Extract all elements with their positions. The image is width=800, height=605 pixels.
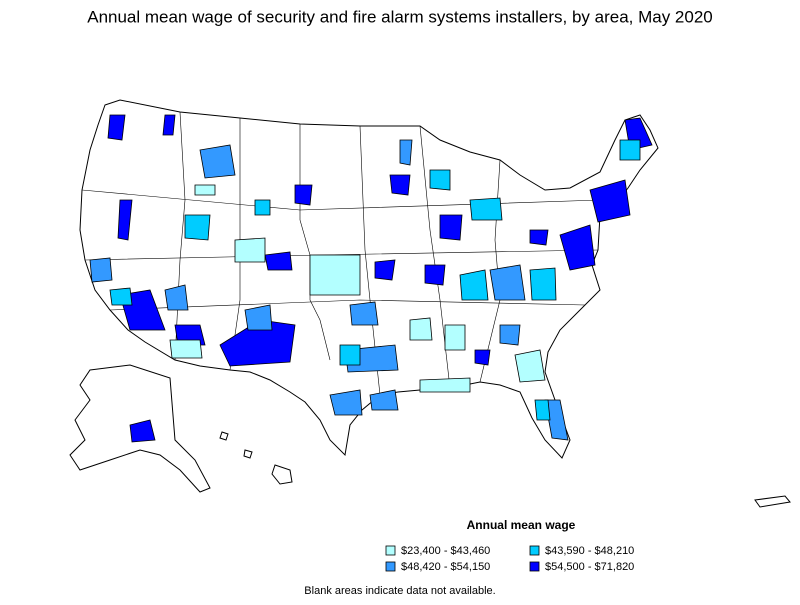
legend-label: $43,590 - $48,210 <box>545 545 634 557</box>
wage-area <box>529 229 549 246</box>
legend-label: $48,420 - $54,150 <box>401 561 490 573</box>
wage-area <box>499 324 521 346</box>
wage-area <box>399 139 413 166</box>
wage-area <box>529 267 557 301</box>
wage-area <box>294 184 313 206</box>
wage-area <box>429 169 451 191</box>
wage-area <box>589 179 631 223</box>
wage-area <box>89 257 113 283</box>
wage-area <box>489 264 526 301</box>
wage-area <box>199 144 236 179</box>
wage-area <box>162 114 176 136</box>
wage-area <box>369 389 399 411</box>
wage-area <box>329 389 363 416</box>
wage-area <box>169 339 203 359</box>
wage-area <box>339 344 361 366</box>
legend-swatch <box>385 545 396 556</box>
wage-area <box>349 301 379 326</box>
wage-area <box>107 114 126 141</box>
legend-label: $54,500 - $71,820 <box>545 561 634 573</box>
wage-area <box>544 399 569 441</box>
wage-area <box>194 184 216 196</box>
wage-area <box>254 199 271 216</box>
wage-area <box>559 224 596 271</box>
wage-area <box>109 287 133 306</box>
wage-area <box>419 377 471 393</box>
hawaii <box>271 464 293 485</box>
wage-area <box>424 264 446 286</box>
legend-swatch <box>529 545 540 556</box>
wage-area <box>234 237 266 263</box>
wage-area <box>439 214 463 241</box>
wage-area <box>244 304 273 331</box>
wage-area <box>129 419 156 443</box>
legend: $23,400 - $43,460 $43,590 - $48,210 $48,42… <box>385 545 634 573</box>
conterminous-us <box>79 99 659 459</box>
note: Blank areas indicate data not available. <box>304 585 495 597</box>
hawaii <box>219 431 229 441</box>
wage-area <box>374 259 396 281</box>
wage-area <box>514 349 546 383</box>
wage-area <box>389 174 411 196</box>
wage-area <box>444 324 466 351</box>
wage-area <box>469 197 503 221</box>
wage-area <box>264 251 293 271</box>
wage-area <box>619 139 641 161</box>
wage-area <box>309 254 361 296</box>
wage-area <box>409 317 433 341</box>
state-border <box>109 299 586 311</box>
wage-area <box>459 269 489 301</box>
wage-area <box>184 214 211 241</box>
wage-area <box>164 284 189 311</box>
legend-swatch <box>385 561 396 572</box>
puerto-rico <box>754 495 791 508</box>
legend-label: $23,400 - $43,460 <box>401 545 490 557</box>
wage-area <box>534 399 551 421</box>
wage-area <box>117 199 133 241</box>
wage-areas <box>89 114 653 443</box>
legend-swatch <box>529 561 540 572</box>
hawaii <box>243 449 253 459</box>
legend-title: Annual mean wage <box>467 518 576 532</box>
title: Annual mean wage of security and fire al… <box>87 7 713 26</box>
wage-area <box>474 349 491 366</box>
